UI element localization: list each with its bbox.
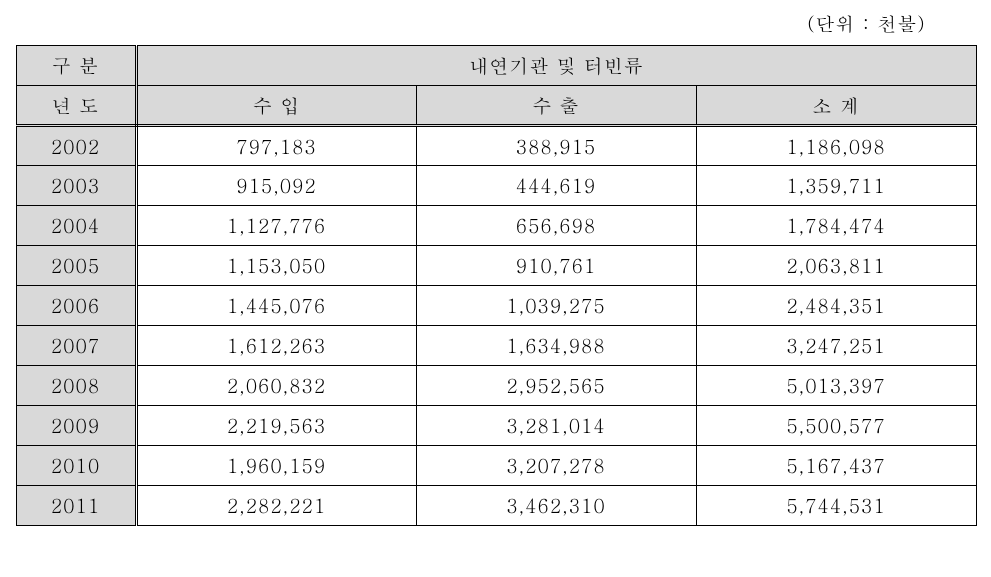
cell-import: 1,612,263 — [136, 326, 416, 366]
cell-export: 3,462,310 — [416, 486, 696, 526]
header-category: 구 분 — [16, 46, 136, 86]
cell-import: 915,092 — [136, 166, 416, 206]
cell-import: 1,127,776 — [136, 206, 416, 246]
table-container: (단위 : 천불) 구 분 내연기관 및 터빈류 년 도 수 입 수 출 소 계… — [16, 10, 976, 526]
table-body: 2002797,183388,9151,186,0982003915,09244… — [16, 126, 976, 526]
cell-year: 2006 — [16, 286, 136, 326]
table-row: 2003915,092444,6191,359,711 — [16, 166, 976, 206]
cell-year: 2005 — [16, 246, 136, 286]
cell-year: 2008 — [16, 366, 136, 406]
table-row: 20061,445,0761,039,2752,484,351 — [16, 286, 976, 326]
cell-subtotal: 2,063,811 — [696, 246, 976, 286]
cell-import: 1,960,159 — [136, 446, 416, 486]
cell-year: 2003 — [16, 166, 136, 206]
header-year: 년 도 — [16, 86, 136, 126]
cell-export: 910,761 — [416, 246, 696, 286]
cell-export: 444,619 — [416, 166, 696, 206]
cell-import: 2,219,563 — [136, 406, 416, 446]
table-row: 20082,060,8322,952,5655,013,397 — [16, 366, 976, 406]
cell-year: 2011 — [16, 486, 136, 526]
table-row: 20112,282,2213,462,3105,744,531 — [16, 486, 976, 526]
cell-import: 2,060,832 — [136, 366, 416, 406]
unit-label: (단위 : 천불) — [16, 10, 976, 37]
header-export: 수 출 — [416, 86, 696, 126]
cell-subtotal: 5,167,437 — [696, 446, 976, 486]
cell-year: 2007 — [16, 326, 136, 366]
cell-year: 2009 — [16, 406, 136, 446]
header-import: 수 입 — [136, 86, 416, 126]
cell-export: 656,698 — [416, 206, 696, 246]
cell-import: 1,153,050 — [136, 246, 416, 286]
header-row-2: 년 도 수 입 수 출 소 계 — [16, 86, 976, 126]
data-table: 구 분 내연기관 및 터빈류 년 도 수 입 수 출 소 계 2002797,1… — [16, 45, 977, 526]
cell-export: 388,915 — [416, 126, 696, 166]
table-row: 20051,153,050910,7612,063,811 — [16, 246, 976, 286]
cell-export: 1,634,988 — [416, 326, 696, 366]
cell-subtotal: 1,359,711 — [696, 166, 976, 206]
cell-export: 3,281,014 — [416, 406, 696, 446]
cell-subtotal: 2,484,351 — [696, 286, 976, 326]
table-row: 2002797,183388,9151,186,098 — [16, 126, 976, 166]
cell-import: 1,445,076 — [136, 286, 416, 326]
cell-export: 1,039,275 — [416, 286, 696, 326]
cell-export: 2,952,565 — [416, 366, 696, 406]
table-row: 20071,612,2631,634,9883,247,251 — [16, 326, 976, 366]
cell-import: 797,183 — [136, 126, 416, 166]
cell-subtotal: 5,500,577 — [696, 406, 976, 446]
header-subtotal: 소 계 — [696, 86, 976, 126]
header-group: 내연기관 및 터빈류 — [136, 46, 976, 86]
table-row: 20101,960,1593,207,2785,167,437 — [16, 446, 976, 486]
table-row: 20041,127,776656,6981,784,474 — [16, 206, 976, 246]
cell-year: 2004 — [16, 206, 136, 246]
table-row: 20092,219,5633,281,0145,500,577 — [16, 406, 976, 446]
cell-export: 3,207,278 — [416, 446, 696, 486]
cell-subtotal: 1,186,098 — [696, 126, 976, 166]
header-row-1: 구 분 내연기관 및 터빈류 — [16, 46, 976, 86]
cell-subtotal: 1,784,474 — [696, 206, 976, 246]
cell-year: 2010 — [16, 446, 136, 486]
cell-import: 2,282,221 — [136, 486, 416, 526]
cell-subtotal: 3,247,251 — [696, 326, 976, 366]
cell-subtotal: 5,013,397 — [696, 366, 976, 406]
cell-year: 2002 — [16, 126, 136, 166]
cell-subtotal: 5,744,531 — [696, 486, 976, 526]
